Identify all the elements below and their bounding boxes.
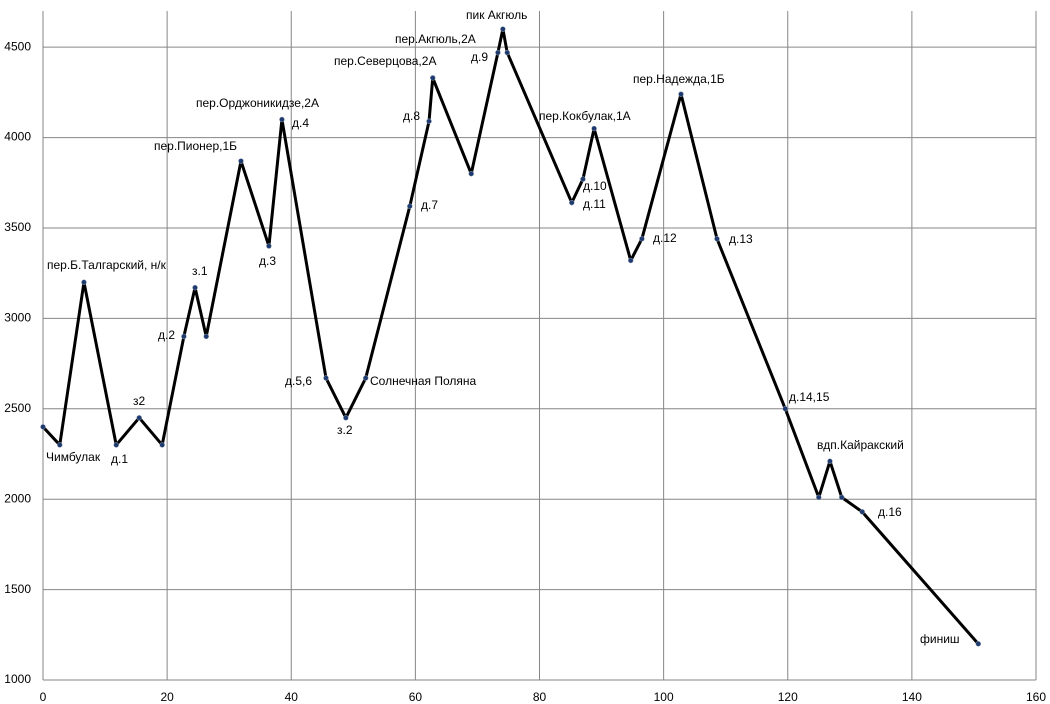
point xyxy=(975,641,982,647)
annotation: пик Акгюль xyxy=(466,8,527,22)
y-tick-label: 1000 xyxy=(4,672,31,686)
point xyxy=(495,49,501,56)
annotation: д.9 xyxy=(471,50,488,64)
x-tick-label: 120 xyxy=(778,690,798,704)
point xyxy=(40,424,46,430)
point xyxy=(627,257,634,264)
annotation: вдп.Кайракский xyxy=(817,438,904,452)
y-tick-label: 3000 xyxy=(4,311,31,325)
point xyxy=(714,236,720,242)
point xyxy=(468,170,474,177)
point xyxy=(343,415,349,421)
point xyxy=(407,203,413,210)
point xyxy=(266,243,272,249)
annotation: Солнечная Поляна xyxy=(370,374,477,388)
point xyxy=(136,415,142,421)
point xyxy=(426,118,432,125)
y-tick-label: 4000 xyxy=(4,130,31,144)
point xyxy=(591,125,597,132)
annotation: д.12 xyxy=(653,231,677,245)
annotation: д.10 xyxy=(583,179,607,193)
point xyxy=(827,458,833,464)
annotation: пер.Б.Талгарский, н/к xyxy=(47,258,167,272)
point xyxy=(279,116,285,123)
point xyxy=(159,442,165,448)
point xyxy=(678,91,684,97)
annotation: д.8 xyxy=(403,109,420,123)
point xyxy=(113,442,119,448)
annotation: з.1 xyxy=(192,264,208,278)
point xyxy=(504,49,510,56)
annotation: д.3 xyxy=(259,254,276,268)
y-tick-label: 2000 xyxy=(4,491,31,505)
annotation: пер.Северцова,2А xyxy=(334,54,436,68)
annotation: пер.Пионер,1Б xyxy=(154,139,237,153)
point xyxy=(203,333,209,340)
annotation: д.11 xyxy=(583,197,606,211)
annotation: д.4 xyxy=(292,116,309,130)
point xyxy=(569,199,575,206)
annotation: пер.Акгюль,2А xyxy=(395,32,476,46)
point xyxy=(580,176,586,182)
x-tick-label: 60 xyxy=(409,690,423,704)
point xyxy=(362,375,369,381)
annotation: пер.Орджоникидзе,2А xyxy=(196,96,319,110)
point xyxy=(238,158,244,164)
point xyxy=(816,494,822,501)
x-tick-label: 0 xyxy=(40,690,47,704)
point xyxy=(639,236,645,242)
point xyxy=(323,375,329,381)
point xyxy=(430,75,436,81)
x-tick-label: 100 xyxy=(654,690,674,704)
annotation: д.2 xyxy=(158,328,175,342)
annotation: з2 xyxy=(133,394,146,408)
y-tick-label: 3500 xyxy=(4,220,31,234)
annotation: д.16 xyxy=(878,505,902,519)
x-tick-label: 20 xyxy=(160,690,174,704)
annotation: з.2 xyxy=(337,423,353,437)
point xyxy=(81,279,87,285)
x-tick-label: 160 xyxy=(1026,690,1046,704)
point xyxy=(859,509,865,515)
y-tick-label: 4500 xyxy=(4,39,31,53)
point xyxy=(192,284,198,291)
x-tick-label: 80 xyxy=(533,690,547,704)
annotation: д.5,6 xyxy=(285,374,312,388)
annotation: финиш xyxy=(920,632,960,646)
point xyxy=(57,442,63,448)
point xyxy=(782,406,789,412)
x-tick-label: 140 xyxy=(902,690,922,704)
annotation: д.1 xyxy=(111,452,128,466)
annotation: д.13 xyxy=(729,232,753,246)
annotation: д.14,15 xyxy=(789,390,830,404)
y-tick-label: 2500 xyxy=(4,401,31,415)
x-tick-label: 40 xyxy=(285,690,299,704)
point xyxy=(500,26,506,32)
annotation: Чимбулак xyxy=(46,450,101,464)
annotation: д.7 xyxy=(421,198,438,212)
y-tick-label: 1500 xyxy=(4,582,31,596)
point xyxy=(838,494,845,501)
point xyxy=(181,333,187,340)
annotation: пер.Надежда,1Б xyxy=(633,72,725,86)
annotation: пер.Кокбулак,1А xyxy=(539,109,631,123)
